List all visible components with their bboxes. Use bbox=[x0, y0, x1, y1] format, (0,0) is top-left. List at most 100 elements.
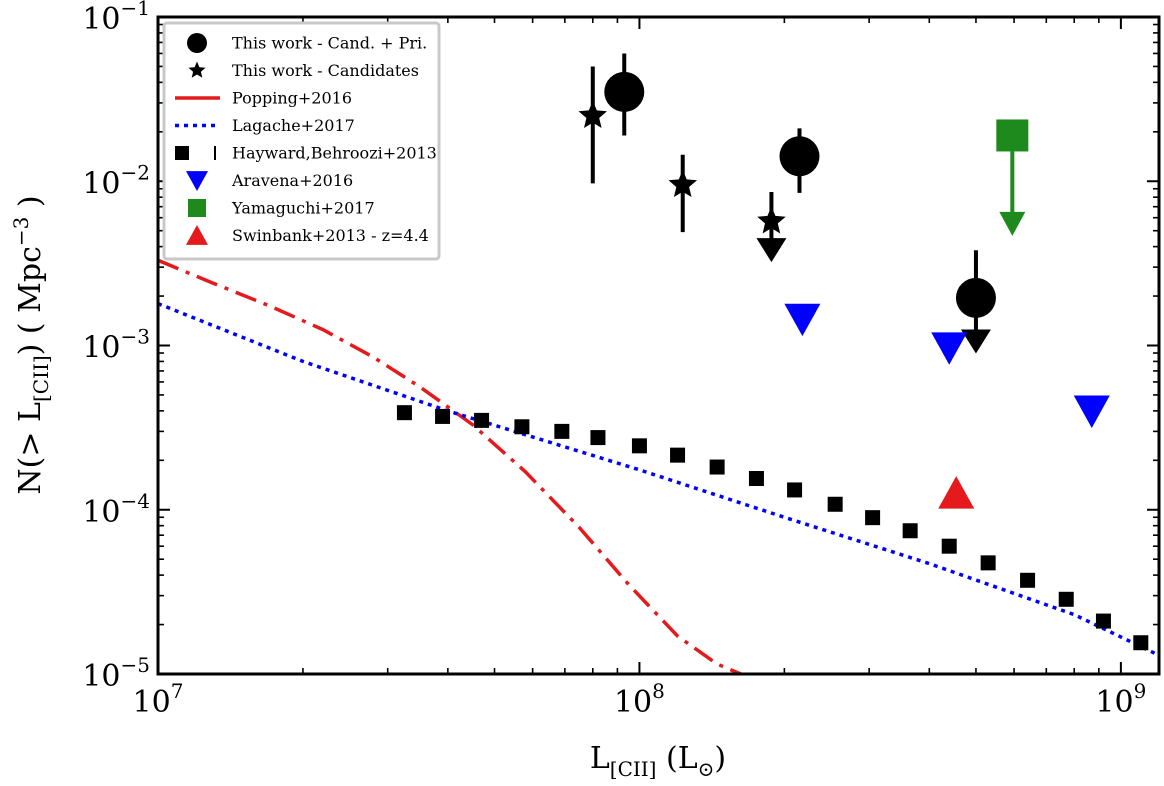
legend-entry-3: Lagache+2017 bbox=[175, 116, 355, 135]
series-0-point-0 bbox=[604, 71, 645, 112]
x-axis-label-close: ) bbox=[714, 741, 726, 776]
y-axis-label-close: ) bbox=[13, 195, 48, 216]
legend-entry-7: Swinbank+2013 - z=4.4 bbox=[186, 225, 429, 245]
series-5-point-0 bbox=[784, 303, 821, 337]
series-6-point-0 bbox=[996, 119, 1029, 152]
legend-entry-4-swatch bbox=[175, 146, 189, 160]
y-axis-label-sup: −3 bbox=[9, 217, 33, 246]
x-tick-label-exp-1: 8 bbox=[652, 679, 665, 703]
series-line-2 bbox=[158, 258, 745, 674]
x-tick-label-exp-2: 9 bbox=[1134, 679, 1147, 703]
data-marks bbox=[158, 53, 1159, 674]
legend-frame bbox=[162, 21, 441, 261]
series-4-point-6 bbox=[631, 438, 647, 454]
svg-text:N(> L[CII]) ( Mpc−3 ): N(> L[CII]) ( Mpc−3 ) bbox=[9, 195, 53, 494]
series-4-point-17 bbox=[1058, 591, 1074, 607]
series-1 bbox=[578, 66, 787, 263]
y-tick-label-0: 10−1 bbox=[82, 0, 150, 37]
legend-entry-2: Popping+2016 bbox=[175, 89, 352, 108]
x-tick-label-2: 109 bbox=[1095, 679, 1146, 720]
y-tick-label-exp-1: −2 bbox=[121, 160, 150, 184]
legend-entry-1-swatch bbox=[188, 61, 206, 78]
legend-entry-5-label: Aravena+2016 bbox=[231, 171, 353, 190]
series-1-point-2 bbox=[757, 206, 786, 234]
y-tick-label-3: 10−4 bbox=[82, 489, 150, 530]
series-7-point-0 bbox=[938, 476, 975, 509]
series-4 bbox=[396, 405, 1149, 651]
x-tick-label-exp-0: 7 bbox=[171, 679, 184, 703]
legend-entry-0-swatch bbox=[187, 33, 207, 53]
series-4-point-16 bbox=[1020, 572, 1036, 588]
y-axis-label-mid: ) ( Mpc bbox=[13, 246, 48, 355]
legend-entry-0-label: This work - Cand. + Pri. bbox=[232, 34, 427, 53]
x-tick-label-base-1: 10 bbox=[614, 685, 652, 720]
legend-entry-6-label: Yamaguchi+2017 bbox=[231, 199, 375, 218]
legend: This work - Cand. + Pri. This work - Cand… bbox=[162, 21, 441, 261]
series-4-point-9 bbox=[748, 470, 764, 486]
y-tick-label-exp-3: −4 bbox=[121, 489, 150, 513]
series-4-point-2 bbox=[474, 412, 490, 428]
x-axis-label-rest: (L bbox=[656, 741, 697, 776]
svg-text:L[CII] (L⊙): L[CII] (L⊙) bbox=[590, 741, 726, 781]
series-line-3 bbox=[158, 301, 1159, 657]
series-0 bbox=[604, 53, 996, 354]
series-5-point-1 bbox=[931, 332, 968, 365]
legend-entry-1: This work - Candidates bbox=[188, 61, 419, 80]
series-7 bbox=[938, 476, 975, 509]
series-1-point-2-limit-arrow-head bbox=[756, 238, 787, 263]
legend-entry-7-swatch bbox=[186, 225, 208, 245]
legend-entry-5: Aravena+2016 bbox=[186, 171, 353, 191]
x-tick-label-base-2: 10 bbox=[1095, 685, 1133, 720]
y-axis-label-prefix: N(> L bbox=[13, 402, 48, 495]
legend-entry-3-label: Lagache+2017 bbox=[232, 116, 355, 135]
y-tick-label-4: 10−5 bbox=[82, 653, 150, 694]
series-0-point-1 bbox=[779, 136, 820, 177]
series-4-point-8 bbox=[709, 459, 725, 475]
x-tick-label-1: 108 bbox=[614, 679, 665, 720]
legend-entry-4-swatch-tail bbox=[214, 146, 216, 160]
legend-entry-5-swatch bbox=[186, 171, 208, 191]
series-4-point-4 bbox=[554, 423, 570, 439]
series-4-point-12 bbox=[865, 510, 881, 526]
series-1-point-0 bbox=[578, 100, 607, 128]
series-6 bbox=[996, 119, 1029, 236]
series-0-point-2 bbox=[955, 277, 996, 318]
y-tick-label-exp-0: −1 bbox=[121, 0, 150, 20]
series-4-point-13 bbox=[902, 523, 918, 539]
series-4-point-11 bbox=[827, 496, 843, 512]
series-4-point-14 bbox=[941, 538, 957, 554]
y-tick-label-1: 10−2 bbox=[82, 160, 150, 201]
legend-entry-6-swatch bbox=[188, 199, 206, 217]
series-4-point-18 bbox=[1095, 613, 1111, 629]
y-tick-label-base-4: 10 bbox=[82, 659, 120, 694]
series-4-point-1 bbox=[435, 408, 451, 424]
x-tick-label-base-0: 10 bbox=[133, 685, 171, 720]
y-tick-label-exp-4: −5 bbox=[121, 653, 150, 677]
y-tick-label-exp-2: −3 bbox=[121, 325, 150, 349]
x-axis-label: L[CII] (L⊙) bbox=[590, 741, 726, 781]
legend-entry-1-label: This work - Candidates bbox=[232, 61, 419, 80]
series-4-point-5 bbox=[590, 430, 606, 446]
series-6-point-0-arrowhead bbox=[999, 211, 1026, 236]
series-4-point-15 bbox=[980, 555, 996, 571]
series-0-point-2-limit-arrow-head bbox=[960, 329, 991, 354]
y-tick-label-base-3: 10 bbox=[82, 495, 120, 530]
series-4-point-10 bbox=[787, 482, 803, 498]
x-axis-label-sub: [CII] bbox=[610, 757, 657, 781]
series-4-point-19 bbox=[1133, 635, 1149, 651]
y-tick-label-base-2: 10 bbox=[82, 331, 120, 366]
legend-entry-4: Hayward,Behroozi+2013 bbox=[175, 144, 437, 163]
x-axis-label-unit-sub: ⊙ bbox=[698, 757, 715, 781]
legend-entry-6: Yamaguchi+2017 bbox=[188, 199, 375, 218]
y-tick-label-base-1: 10 bbox=[82, 166, 120, 201]
y-axis-label-sub: [CII] bbox=[29, 355, 53, 402]
y-tick-label-base-0: 10 bbox=[82, 2, 120, 37]
series-4-point-3 bbox=[514, 419, 530, 435]
series-4-point-0 bbox=[396, 405, 412, 421]
series-5 bbox=[784, 303, 1110, 428]
series-4-point-7 bbox=[670, 447, 686, 463]
y-axis-label: N(> L[CII]) ( Mpc−3 ) bbox=[9, 195, 53, 494]
legend-entry-4-label: Hayward,Behroozi+2013 bbox=[232, 144, 437, 163]
